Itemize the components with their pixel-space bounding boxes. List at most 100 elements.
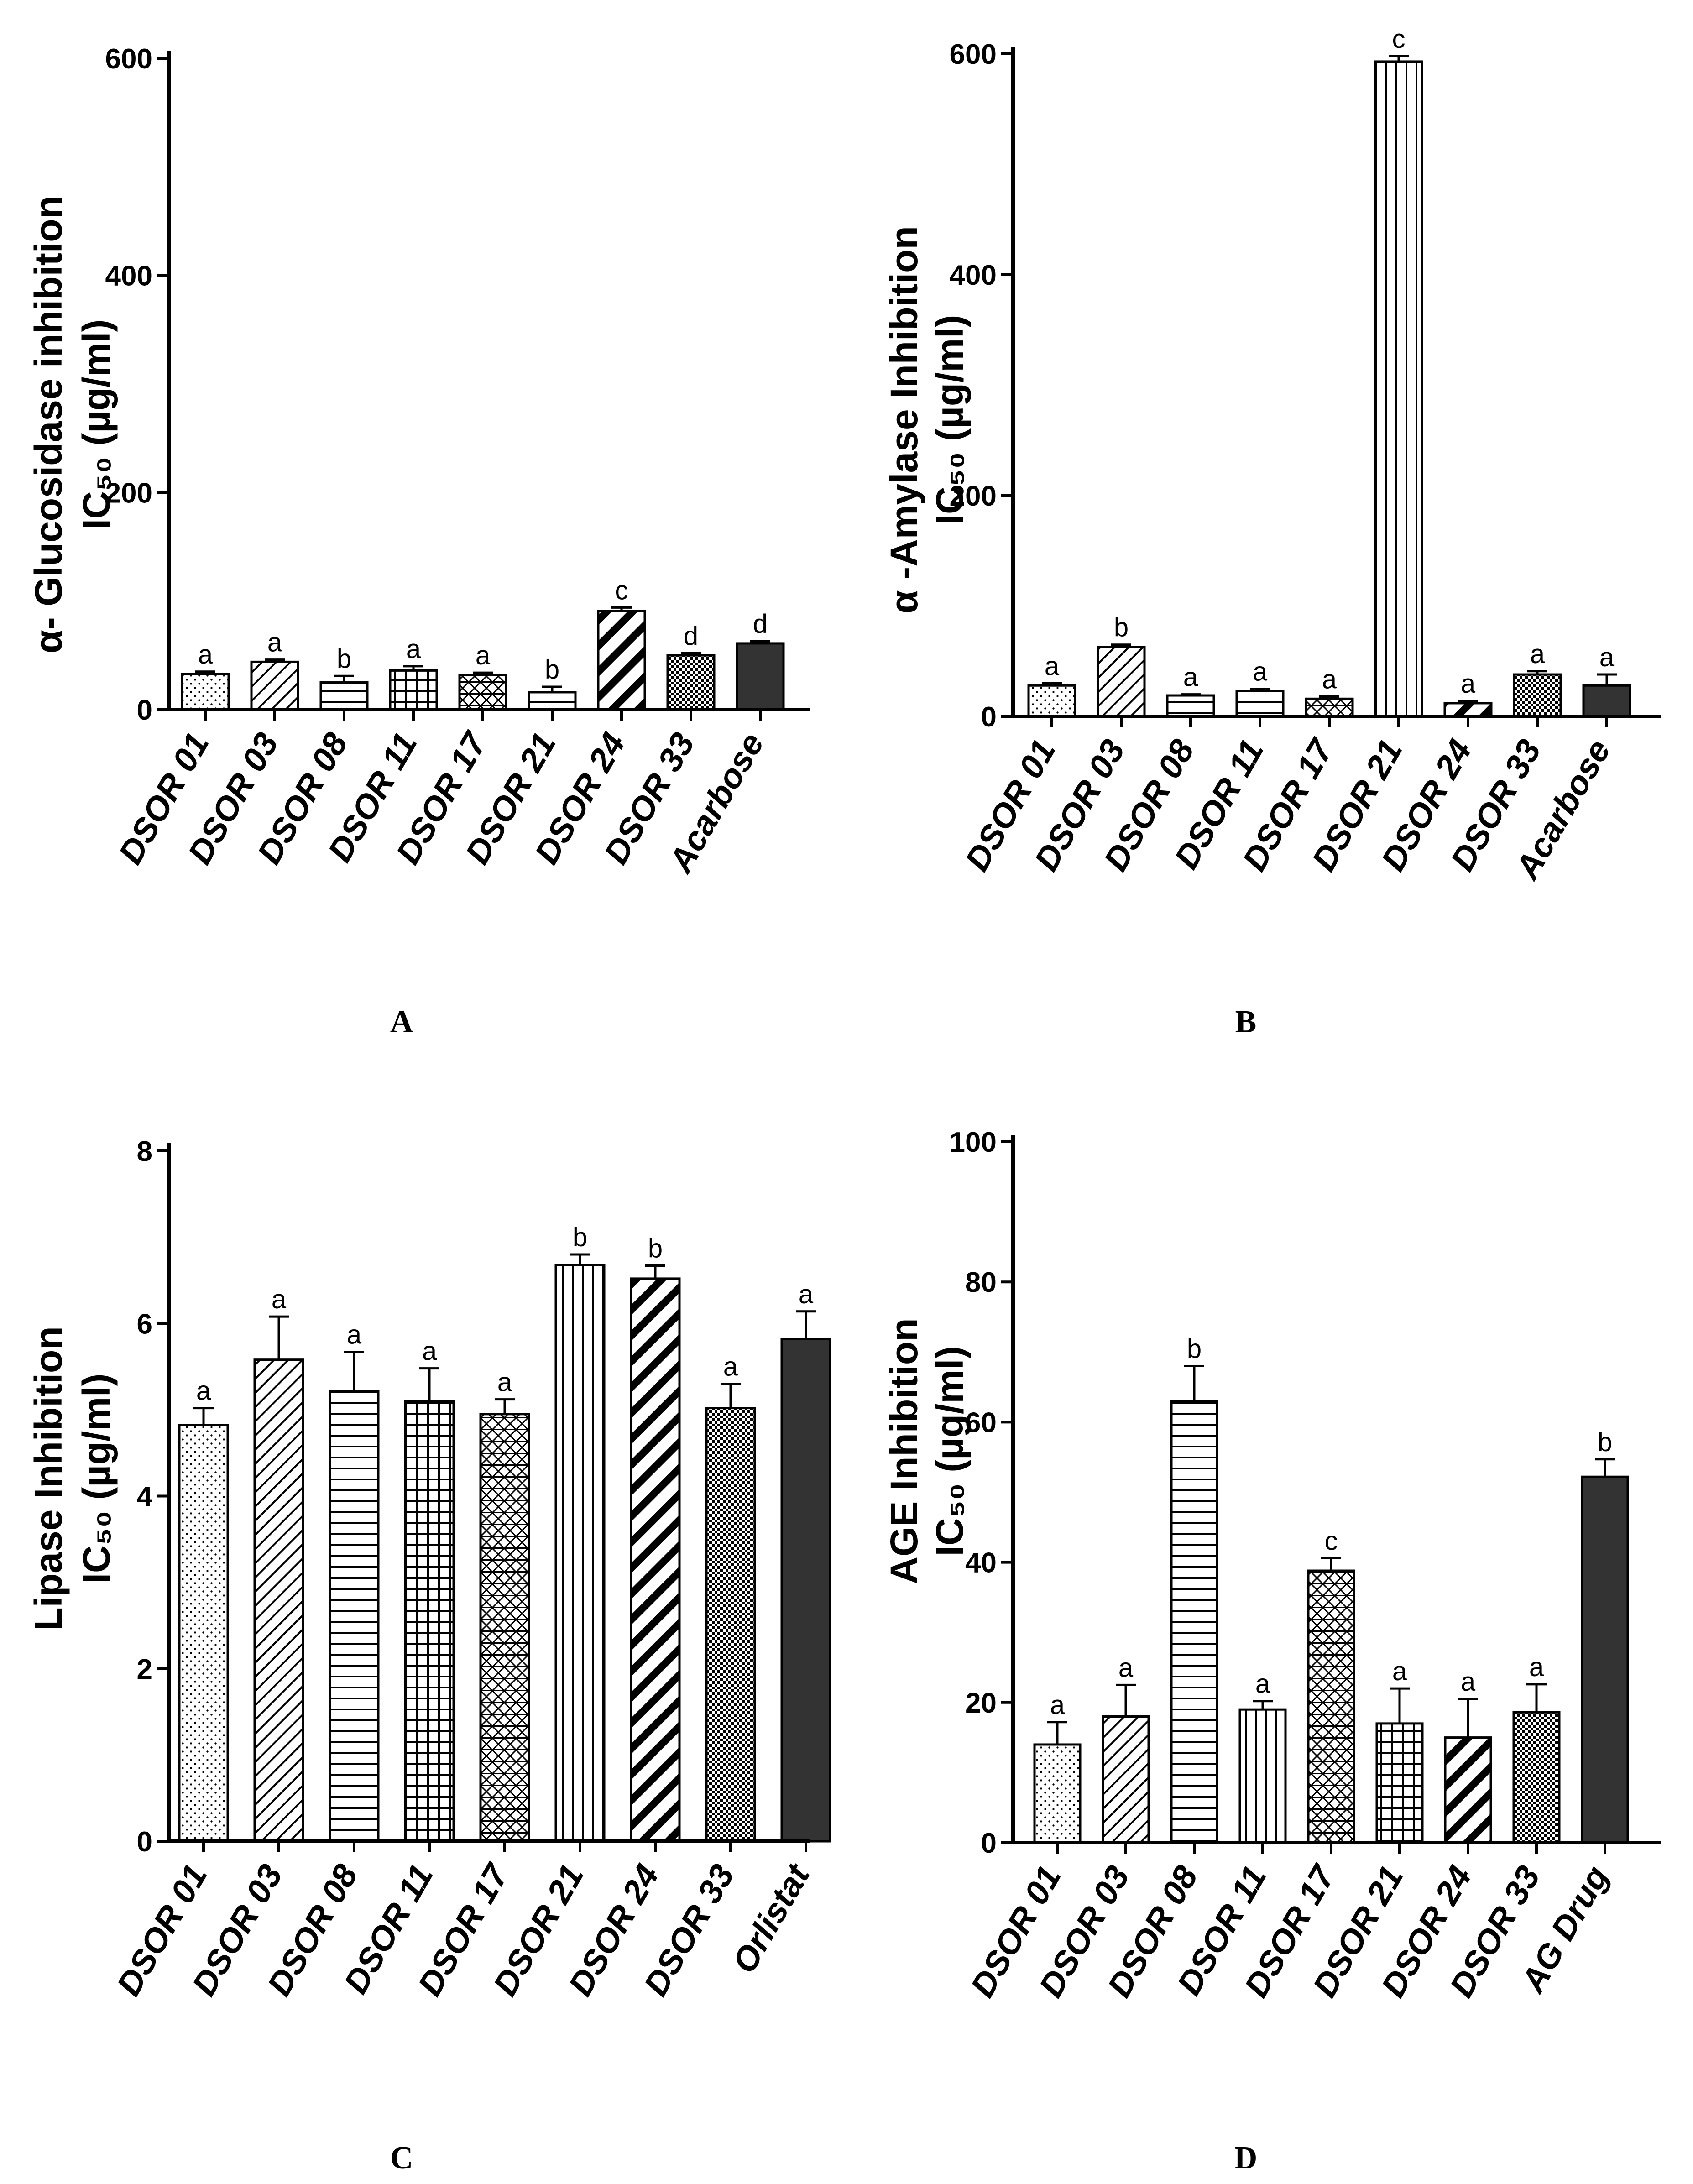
chart-bars: a a b a a b c d d	[181, 575, 785, 711]
significance-letter: a	[267, 628, 282, 658]
y-tick-label: 0	[137, 1826, 152, 1858]
y-tick-label: 2	[137, 1654, 152, 1685]
y-axis-title-line1: α- Glucosidase inhibition	[27, 195, 70, 653]
y-tick-label: 100	[950, 1127, 997, 1158]
bar-1	[178, 1424, 229, 1843]
bar-8	[1512, 1711, 1561, 1844]
significance-letter: b	[1598, 1427, 1612, 1457]
significance-letter: b	[1187, 1334, 1202, 1364]
significance-letter: a	[799, 1280, 814, 1309]
bar-6	[528, 691, 577, 711]
y-axis-title-line1: AGE Inhibition	[883, 1318, 925, 1584]
significance-letter: b	[1114, 613, 1129, 643]
significance-letter: b	[337, 644, 351, 674]
significance-letter: c	[1325, 1526, 1338, 1556]
significance-letter: a	[1322, 664, 1337, 694]
bar-6	[1374, 60, 1423, 718]
bar-3	[319, 681, 369, 711]
bar-5	[1307, 1569, 1355, 1844]
y-axis-title-line2: IC₅₀ (µg/ml)	[75, 319, 118, 530]
bar-6	[554, 1264, 606, 1843]
significance-letter: a	[198, 640, 213, 669]
bar-2	[253, 1358, 304, 1843]
significance-letter: a	[347, 1320, 362, 1350]
significance-letter: a	[1045, 651, 1060, 681]
y-tick-label: 60	[965, 1407, 997, 1438]
panel-letter: C	[390, 2141, 413, 2176]
y-tick-label: 600	[105, 43, 152, 75]
significance-letter: a	[476, 641, 491, 670]
y-tick-label: 0	[981, 1828, 997, 1859]
significance-letter: a	[1599, 643, 1615, 672]
bar-4	[1238, 1708, 1287, 1844]
significance-letter: a	[1530, 639, 1545, 669]
chart-bars: a b a a a c a a a	[1027, 24, 1631, 718]
significance-letter: a	[1118, 1653, 1134, 1682]
bar-5	[1305, 697, 1354, 718]
bar-5	[479, 1413, 530, 1843]
bar-7	[630, 1277, 681, 1843]
significance-letter: d	[684, 621, 698, 651]
significance-letter: a	[196, 1376, 211, 1406]
bar-9	[1581, 1475, 1629, 1844]
bar-7	[1444, 1736, 1492, 1844]
y-tick-label: 0	[137, 695, 152, 726]
significance-letter: a	[1461, 669, 1476, 699]
y-tick-label: 8	[137, 1136, 152, 1167]
significance-letter: b	[648, 1234, 663, 1264]
significance-letter: a	[1255, 1669, 1270, 1699]
significance-letter: a	[497, 1368, 512, 1397]
significance-letter: a	[1253, 657, 1268, 687]
bar-7	[1443, 702, 1493, 718]
bar-9	[736, 642, 785, 711]
bar-1	[1027, 684, 1076, 718]
y-tick-label: 20	[965, 1688, 997, 1719]
y-axis-title-line2: IC₅₀ (µg/ml)	[928, 315, 971, 525]
x-tick-label: Orlistat	[725, 1857, 817, 1980]
y-tick-label: 40	[965, 1547, 997, 1579]
significance-letter: a	[1461, 1667, 1476, 1697]
significance-letter: a	[272, 1285, 287, 1314]
bar-2	[1102, 1715, 1150, 1844]
bar-9	[780, 1338, 831, 1843]
bar-8	[705, 1407, 756, 1843]
y-axis-title-line1: α -Amylase Inhibition	[883, 226, 925, 614]
bar-4	[389, 669, 438, 711]
significance-letter: a	[406, 634, 421, 664]
bar-2	[1097, 646, 1146, 718]
y-tick-label: 600	[950, 39, 997, 70]
y-axis-title-line2: IC₅₀ (µg/ml)	[928, 1346, 971, 1557]
bar-4	[1235, 690, 1285, 718]
y-tick-label: 400	[950, 260, 997, 291]
bar-6	[1375, 1722, 1424, 1844]
significance-letter: a	[1183, 663, 1198, 692]
chart-bars: a a a a a b b a a	[178, 1223, 831, 1843]
significance-letter: a	[1392, 1656, 1407, 1686]
y-tick-label: 4	[137, 1481, 153, 1513]
significance-letter: a	[1050, 1690, 1065, 1720]
chart-bars: a a b a c a a a b	[1033, 1334, 1629, 1844]
y-tick-label: 200	[950, 481, 997, 512]
y-tick-label: 400	[105, 261, 152, 292]
bar-3	[329, 1390, 380, 1843]
y-tick-label: 80	[965, 1267, 997, 1298]
panel-letter: B	[1235, 1004, 1257, 1040]
panel-letter: A	[390, 1004, 413, 1040]
y-tick-label: 6	[137, 1308, 152, 1340]
significance-letter: d	[753, 609, 768, 639]
significance-letter: a	[422, 1337, 437, 1366]
bar-1	[181, 673, 230, 711]
y-axis-title-line1: Lipase Inhibition	[27, 1326, 70, 1630]
bar-9	[1582, 684, 1631, 718]
y-tick-label: 0	[981, 701, 997, 733]
y-tick-label: 200	[105, 477, 152, 509]
bar-8	[666, 654, 716, 711]
significance-letter: a	[1529, 1652, 1544, 1682]
significance-letter: c	[615, 575, 628, 605]
